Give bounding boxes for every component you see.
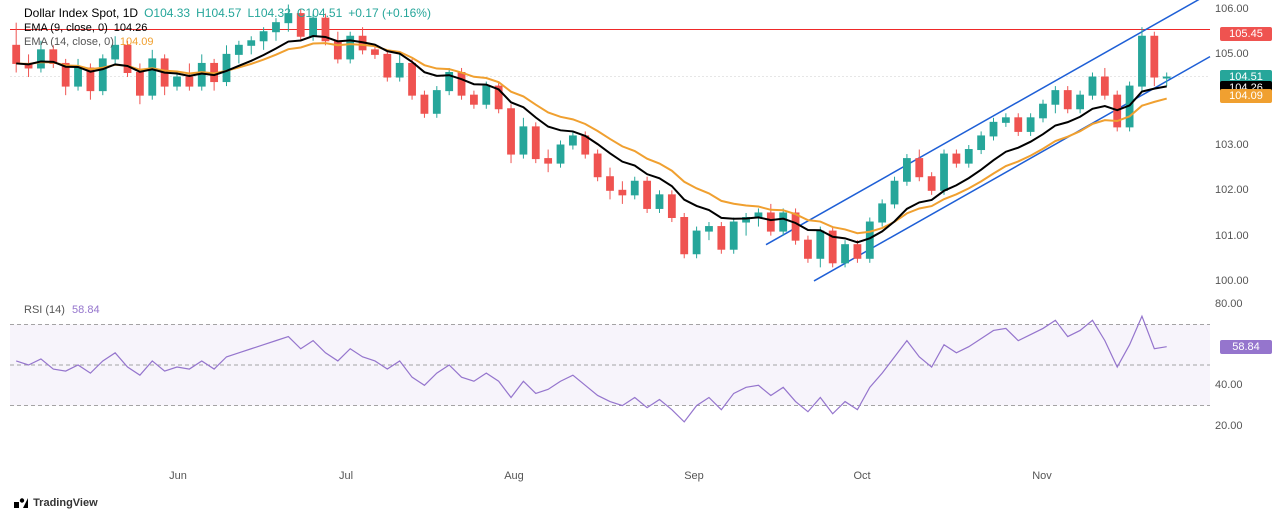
time-axis-label: Sep [684,470,704,482]
tradingview-logo-icon [14,498,28,508]
ema14-label: EMA (14, close, 0) [24,36,114,48]
chart-container: Dollar Index Spot, 1D O104.33 H104.57 L1… [10,0,1210,465]
ema9-label: EMA (9, close, 0) [24,22,108,34]
footer-text: TradingView [33,497,98,509]
rsi-plot[interactable] [10,300,1210,430]
price-y-axis: 100.00101.00102.00103.00105.00106.00 [1215,0,1270,290]
ema14-value: 104.09 [120,36,154,48]
rsi-tag: 58.84 [1220,340,1272,354]
rsi-header: RSI (14) 58.84 [24,304,100,316]
ohlc-low: L104.32 [247,6,290,20]
price-change: +0.17 (+0.16%) [348,6,431,20]
price-panel: Dollar Index Spot, 1D O104.33 H104.57 L1… [10,0,1210,290]
rsi-label-text: RSI (14) [24,304,65,316]
tradingview-attribution: TradingView [14,497,98,509]
price-tag: 104.09 [1220,89,1272,103]
rsi-y-axis: 20.0040.0080.00 [1215,300,1270,430]
time-axis-label: Nov [1032,470,1052,482]
chart-header: Dollar Index Spot, 1D O104.33 H104.57 L1… [24,6,431,48]
symbol-title: Dollar Index Spot, 1D [24,6,138,20]
time-axis-label: Oct [853,470,870,482]
time-axis-label: Jun [169,470,187,482]
time-axis-label: Aug [504,470,524,482]
time-axis-label: Jul [339,470,353,482]
time-axis: Jun Jul Aug Sep Oct Nov [10,470,1210,490]
ohlc-close: C104.51 [297,6,342,20]
ema9-value: 104.26 [114,22,148,34]
rsi-value: 58.84 [72,304,100,316]
ohlc-high: H104.57 [196,6,241,20]
ohlc-open: O104.33 [144,6,190,20]
rsi-panel: RSI (14) 58.84 20.0040.0080.00 58.84 [10,300,1210,430]
price-tag: 105.45 [1220,27,1272,41]
